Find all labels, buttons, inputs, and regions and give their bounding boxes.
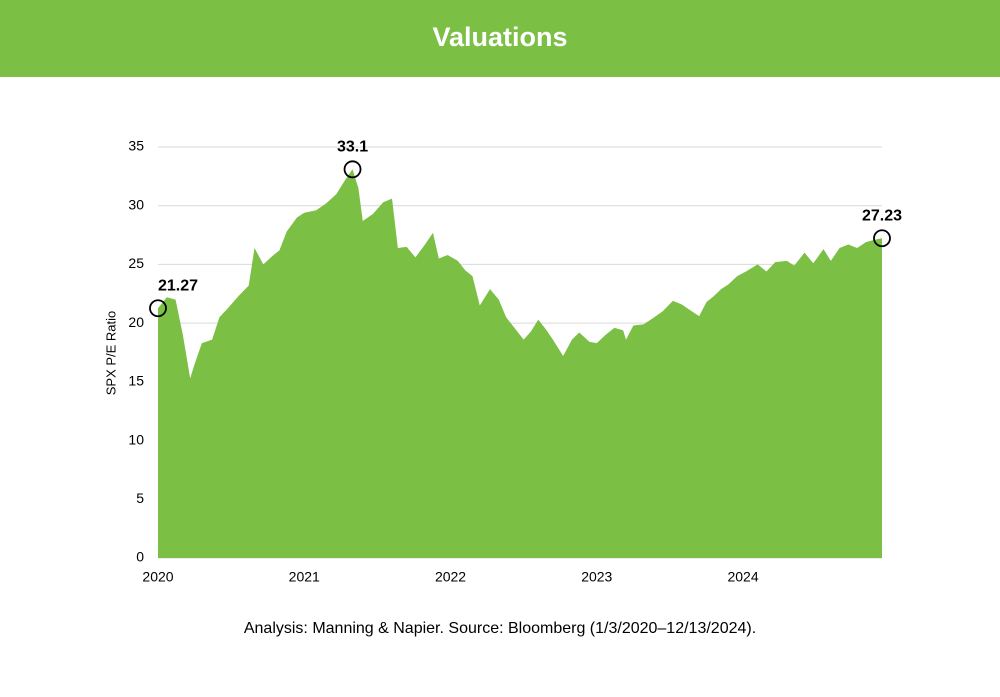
x-tick-label: 2022 (435, 569, 466, 585)
y-tick-label: 30 (128, 196, 144, 212)
footnote: Analysis: Manning & Napier. Source: Bloo… (244, 620, 756, 637)
annotation-marker (343, 160, 362, 179)
y-tick-label: 20 (128, 314, 144, 330)
annotation-label: 33.1 (337, 139, 368, 156)
x-tick-label: 2023 (581, 569, 612, 585)
y-tick-label: 0 (136, 549, 144, 565)
annotation-label: 27.23 (862, 207, 902, 224)
y-tick-label: 5 (136, 490, 144, 506)
x-tick-label: 2020 (142, 569, 173, 585)
header-bar (0, 0, 1000, 77)
y-axis-label: SPX P/E Ratio (103, 311, 118, 396)
area (158, 169, 882, 558)
y-tick-label: 35 (128, 138, 144, 154)
x-tick-label: 2021 (289, 569, 320, 585)
annotation-marker (873, 229, 891, 248)
annotation-marker (149, 299, 167, 318)
y-tick-label: 25 (128, 255, 144, 271)
chart-title: Valuations (432, 22, 567, 52)
x-tick-label: 2024 (727, 569, 758, 585)
annotation-label: 21.27 (158, 277, 198, 294)
y-tick-label: 15 (128, 373, 144, 389)
y-tick-label: 10 (128, 431, 144, 447)
